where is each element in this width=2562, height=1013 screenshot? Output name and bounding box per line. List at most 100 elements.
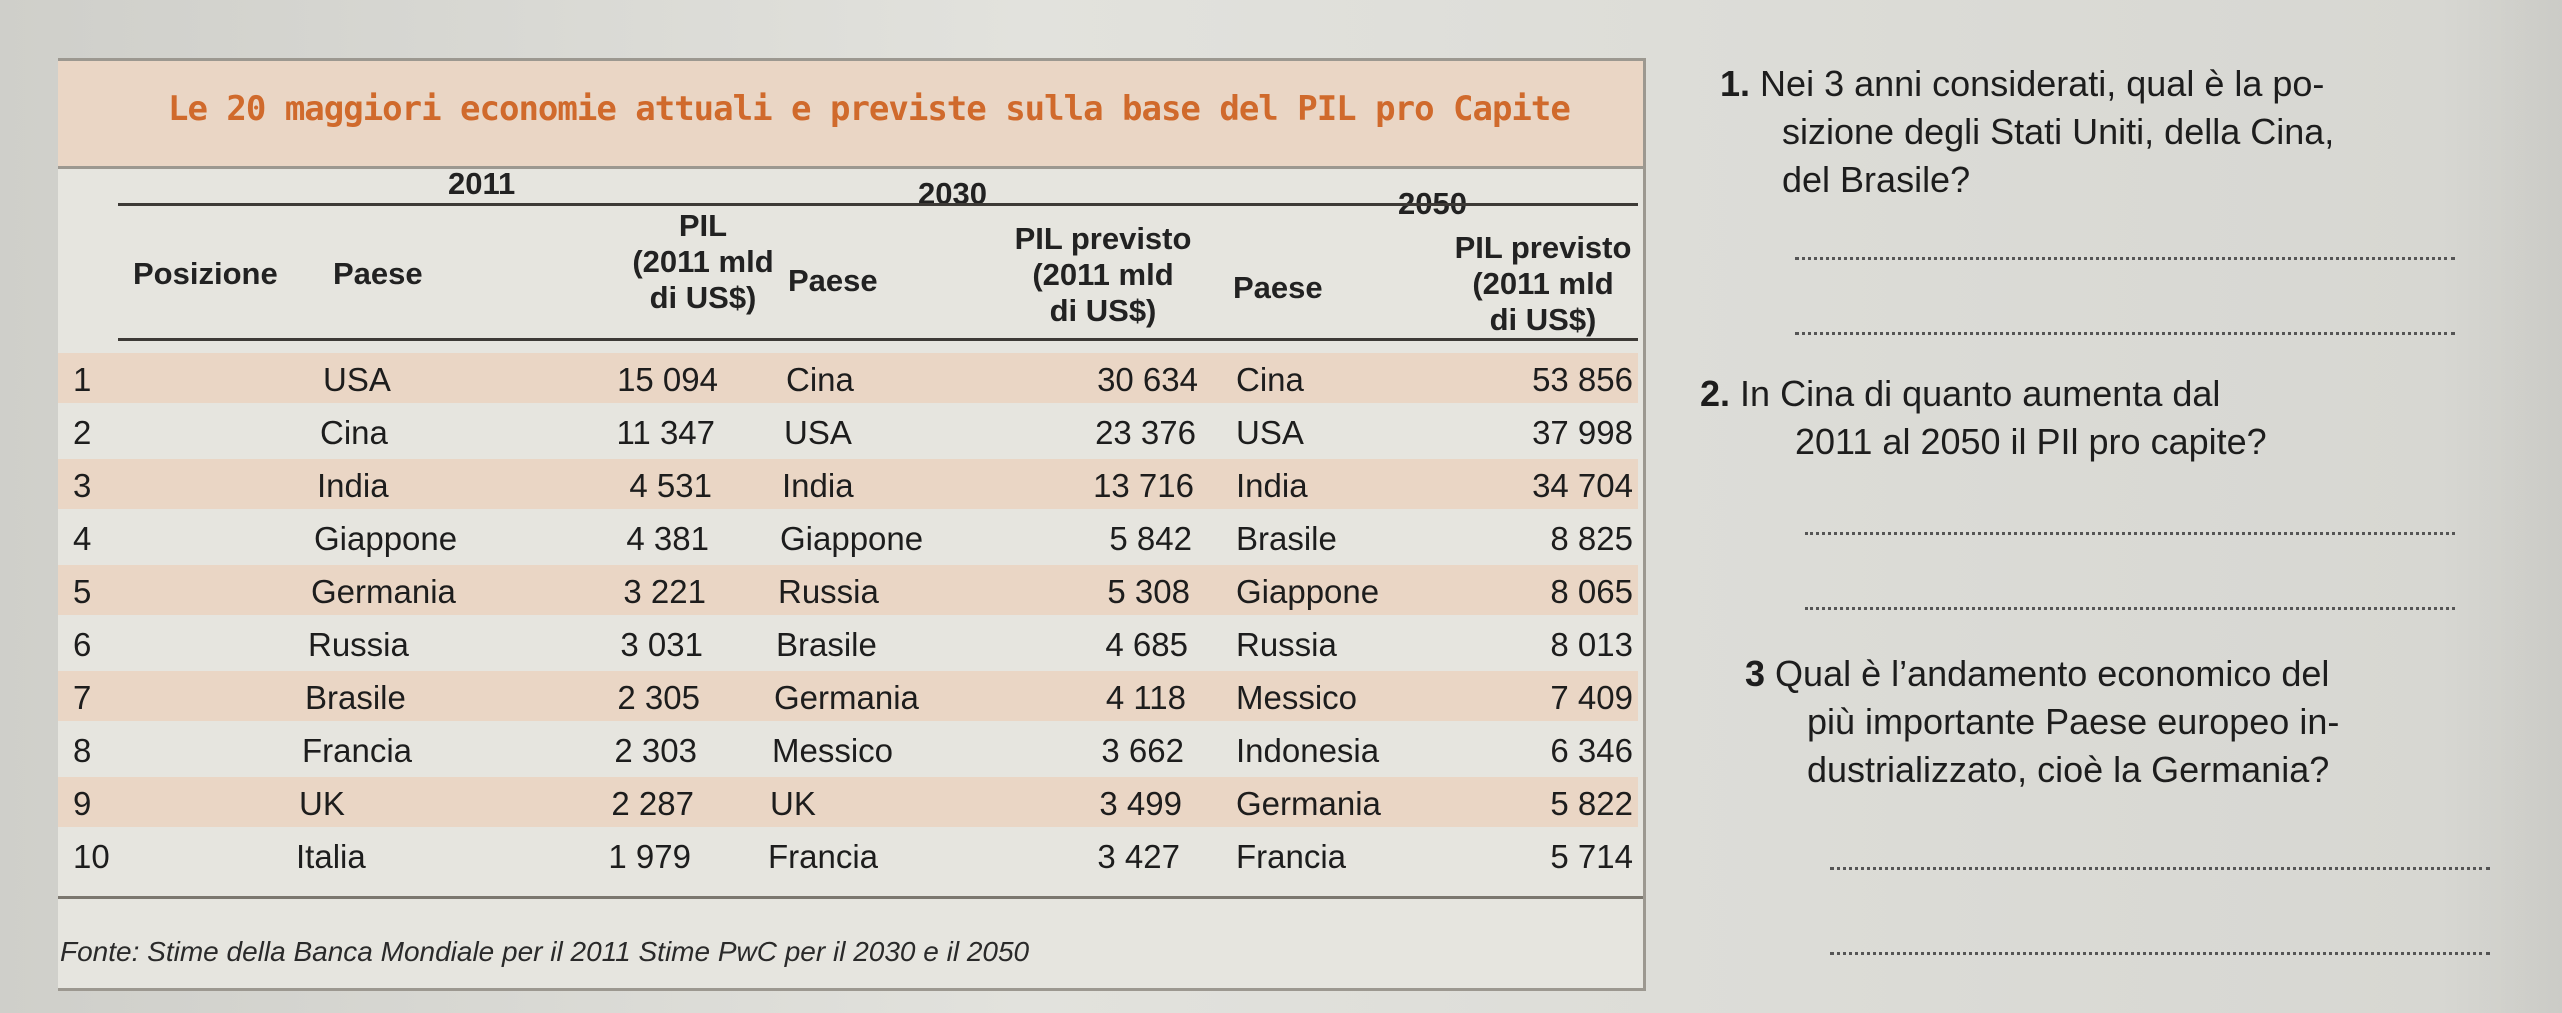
cell-pil-2030: 3 427	[1097, 838, 1180, 875]
question-2-line-1: In Cina di quanto aumenta dal	[1740, 373, 2221, 414]
cell-paese-2011: Giappone	[314, 520, 458, 557]
header-rule-top	[118, 203, 1638, 206]
cell-paese-2050: USA	[1236, 414, 1304, 451]
table-panel: Le 20 maggiori economie attuali e previs…	[58, 58, 1646, 991]
table-title-bar: Le 20 maggiori economie attuali e previs…	[58, 58, 1643, 169]
cell-paese-2030: Cina	[786, 361, 854, 398]
header-paese-2030: Paese	[788, 263, 878, 298]
table-row: 10 Italia 1 979 Francia 3 427 Francia 5 714	[58, 830, 1638, 880]
cell-paese-2030: Brasile	[776, 626, 877, 663]
cell-posizione: 10	[73, 838, 110, 875]
table-row: 6 Russia 3 031 Brasile 4 685 Russia 8 013	[58, 618, 1638, 668]
cell-posizione: 4	[73, 520, 92, 557]
cell-posizione: 8	[73, 732, 92, 769]
cell-paese-2011: Germania	[311, 573, 456, 610]
cell-paese-2011: Cina	[320, 414, 388, 451]
cell-paese-2011: UK	[299, 785, 345, 822]
header-paese-2050: Paese	[1233, 270, 1323, 305]
cell-posizione: 2	[73, 414, 92, 451]
cell-pil-2050: 5 714	[1550, 838, 1633, 875]
cell-pil-2030: 30 634	[1097, 361, 1198, 398]
cell-pil-2050: 5 822	[1550, 785, 1633, 822]
question-1-line-3: del Brasile?	[1782, 159, 1971, 200]
cell-pil-2011: 3 031	[620, 626, 703, 663]
table-row: 9 UK 2 287 UK 3 499 Germania 5 822	[58, 777, 1638, 827]
cell-paese-2011: India	[317, 467, 389, 504]
cell-pil-2030: 4 685	[1105, 626, 1188, 663]
cell-pil-2011: 4 531	[629, 467, 712, 504]
cell-pil-2050: 8 013	[1550, 626, 1633, 663]
table-row: 5 Germania 3 221 Russia 5 308 Giappone 8 065	[58, 565, 1638, 615]
cell-pil-2011: 3 221	[623, 573, 706, 610]
question-3-line-1: Qual è l’andamento economico del	[1775, 653, 2330, 694]
question-3: 3 Qual è l’andamento economico del più i…	[1745, 650, 2339, 794]
cell-paese-2050: Indonesia	[1236, 732, 1380, 769]
cell-pil-2030: 5 308	[1107, 573, 1190, 610]
cell-pil-2050: 7 409	[1550, 679, 1633, 716]
cell-pil-2011: 15 094	[617, 361, 718, 398]
cell-paese-2030: India	[782, 467, 854, 504]
cell-paese-2011: USA	[323, 361, 391, 398]
table-source: Fonte: Stime della Banca Mondiale per il…	[60, 936, 1030, 967]
cell-pil-2011: 4 381	[626, 520, 709, 557]
cell-paese-2011: Italia	[296, 838, 366, 875]
cell-paese-2050: India	[1236, 467, 1308, 504]
cell-pil-2030: 3 499	[1099, 785, 1182, 822]
table-row: 1 USA 15 094 Cina 30 634 Cina 53 856	[58, 353, 1638, 403]
page-edge-shadow	[2440, 0, 2562, 1013]
table-row: 4 Giappone 4 381 Giappone 5 842 Brasile 8 825	[58, 512, 1638, 562]
question-1-line-1: Nei 3 anni considerati, qual è la po-	[1760, 63, 2325, 104]
cell-paese-2011: Russia	[308, 626, 409, 663]
cell-paese-2050: Giappone	[1236, 573, 1380, 610]
question-2-number: 2.	[1700, 373, 1731, 414]
cell-paese-2050: Russia	[1236, 626, 1337, 663]
cell-paese-2030: Germania	[774, 679, 919, 716]
cell-pil-2030: 23 376	[1095, 414, 1196, 451]
cell-pil-2050: 34 704	[1532, 467, 1633, 504]
cell-posizione: 7	[73, 679, 92, 716]
answer-line-2b[interactable]	[1805, 605, 2455, 610]
answer-line-1b[interactable]	[1795, 330, 2455, 335]
question-3-line-3: dustrializzato, cioè la Germania?	[1807, 749, 2330, 790]
cell-paese-2030: Messico	[772, 732, 894, 769]
cell-pil-2030: 3 662	[1101, 732, 1184, 769]
cell-pil-2050: 37 998	[1532, 414, 1633, 451]
cell-pil-2011: 11 347	[616, 414, 715, 451]
table-title: Le 20 maggiori economie attuali e previs…	[168, 89, 1571, 129]
year-2030: 2030	[918, 176, 987, 211]
cell-pil-2050: 6 346	[1550, 732, 1633, 769]
cell-pil-2011: 2 287	[611, 785, 694, 822]
table-row: 7 Brasile 2 305 Germania 4 118 Messico 7 409	[58, 671, 1638, 721]
cell-posizione: 6	[73, 626, 92, 663]
cell-paese-2011: Brasile	[305, 679, 406, 716]
cell-posizione: 9	[73, 785, 92, 822]
table-row: 3 India 4 531 India 13 716 India 34 704	[58, 459, 1638, 509]
header-pil-2030: PIL previsto (2011 mld di US$)	[1014, 221, 1192, 328]
cell-pil-2050: 8 065	[1550, 573, 1633, 610]
header-posizione: Posizione	[133, 256, 278, 291]
answer-line-3b[interactable]	[1830, 950, 2490, 955]
question-1-number: 1.	[1720, 63, 1751, 104]
cell-pil-2011: 1 979	[608, 838, 691, 875]
header-paese-2011: Paese	[333, 256, 423, 291]
question-3-number: 3	[1745, 653, 1766, 694]
cell-paese-2011: Francia	[302, 732, 413, 769]
answer-line-3a[interactable]	[1830, 865, 2490, 870]
cell-pil-2030: 4 118	[1105, 679, 1186, 716]
cell-paese-2050: Germania	[1236, 785, 1381, 822]
cell-paese-2030: Francia	[768, 838, 879, 875]
cell-posizione: 1	[73, 361, 92, 398]
cell-paese-2050: Brasile	[1236, 520, 1337, 557]
cell-paese-2030: Giappone	[780, 520, 924, 557]
cell-pil-2030: 13 716	[1093, 467, 1194, 504]
cell-pil-2011: 2 305	[617, 679, 700, 716]
cell-pil-2050: 53 856	[1532, 361, 1633, 398]
answer-line-2a[interactable]	[1805, 530, 2455, 535]
header-pil-2050: PIL previsto (2011 mld di US$)	[1454, 230, 1632, 337]
cell-pil-2050: 8 825	[1550, 520, 1633, 557]
cell-posizione: 3	[73, 467, 92, 504]
cell-paese-2030: USA	[784, 414, 852, 451]
answer-line-1a[interactable]	[1795, 255, 2455, 260]
cell-paese-2030: Russia	[778, 573, 879, 610]
